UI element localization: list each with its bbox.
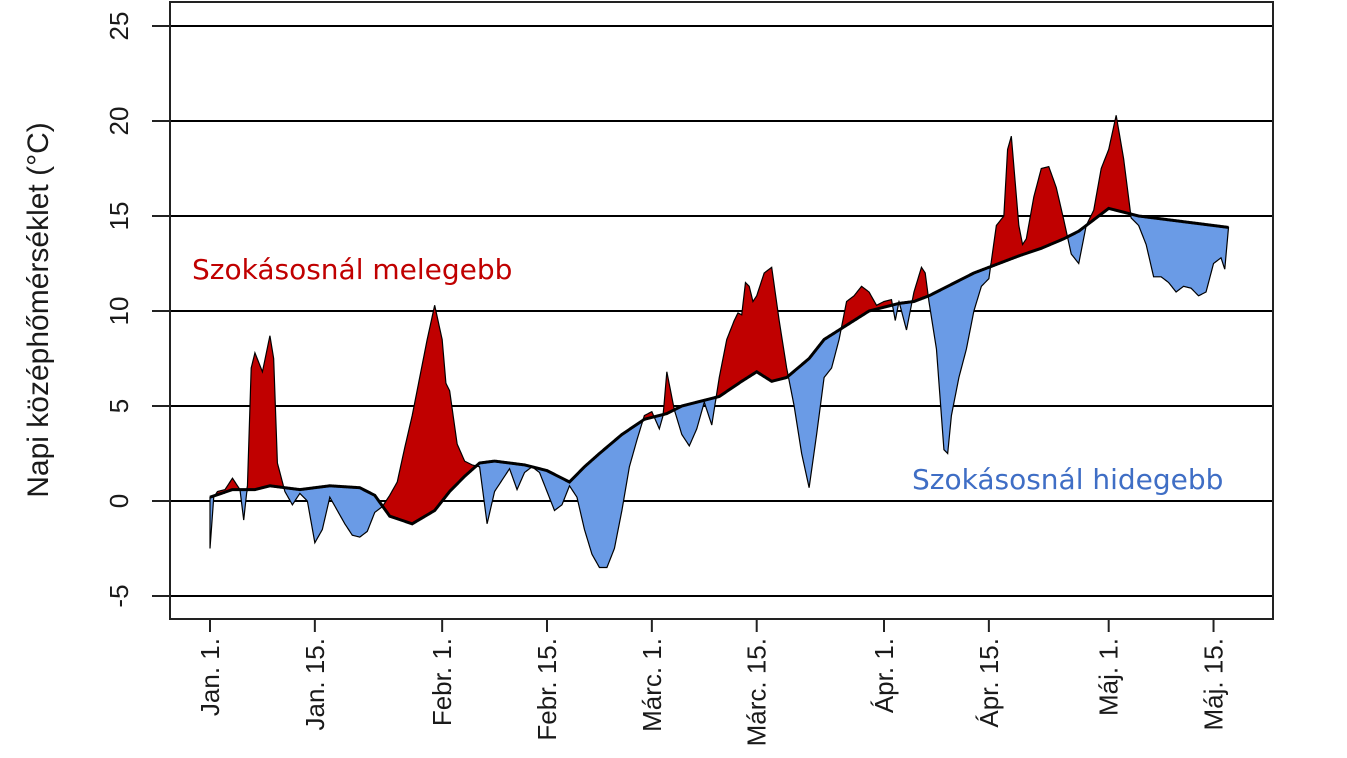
y-tick-label: 10: [104, 297, 134, 326]
x-tick-label: Máj. 1.: [1094, 638, 1124, 716]
y-tick-label: 0: [104, 494, 134, 508]
x-tick-label: Febr. 1.: [427, 638, 457, 726]
x-tick-label: Jan. 1.: [195, 638, 225, 716]
x-tick-label: Márc. 1.: [637, 638, 667, 732]
grid-lines: [170, 25, 1273, 597]
x-tick-label: Ápr. 15.: [974, 638, 1004, 728]
normal-temperature-line: [209, 206, 1229, 526]
y-axis: -5 0 5 10 15 20 25: [104, 12, 170, 608]
warmer-annotation: Szokásosnál melegebb: [192, 253, 512, 286]
y-tick-label: 25: [104, 12, 134, 41]
x-tick-label: Ápr. 1.: [869, 638, 899, 713]
y-tick-label: -5: [104, 584, 134, 607]
x-tick-label: Febr. 15.: [532, 638, 562, 741]
x-tick-label: Jan. 15.: [300, 638, 330, 731]
x-tick-label: Márc. 15.: [742, 638, 772, 746]
y-tick-label: 20: [104, 107, 134, 136]
colder-annotation: Szokásosnál hidegebb: [912, 463, 1223, 496]
y-axis-title: Napi középhőmérséklet (°C): [22, 122, 55, 497]
y-tick-label: 5: [104, 399, 134, 413]
x-tick-label: Máj. 15.: [1199, 638, 1229, 731]
anomaly-fills: [209, 115, 1230, 569]
y-tick-label: 15: [104, 202, 134, 231]
x-axis: Jan. 1. Jan. 15. Febr. 1. Febr. 15. Márc. 1.…: [195, 619, 1229, 746]
